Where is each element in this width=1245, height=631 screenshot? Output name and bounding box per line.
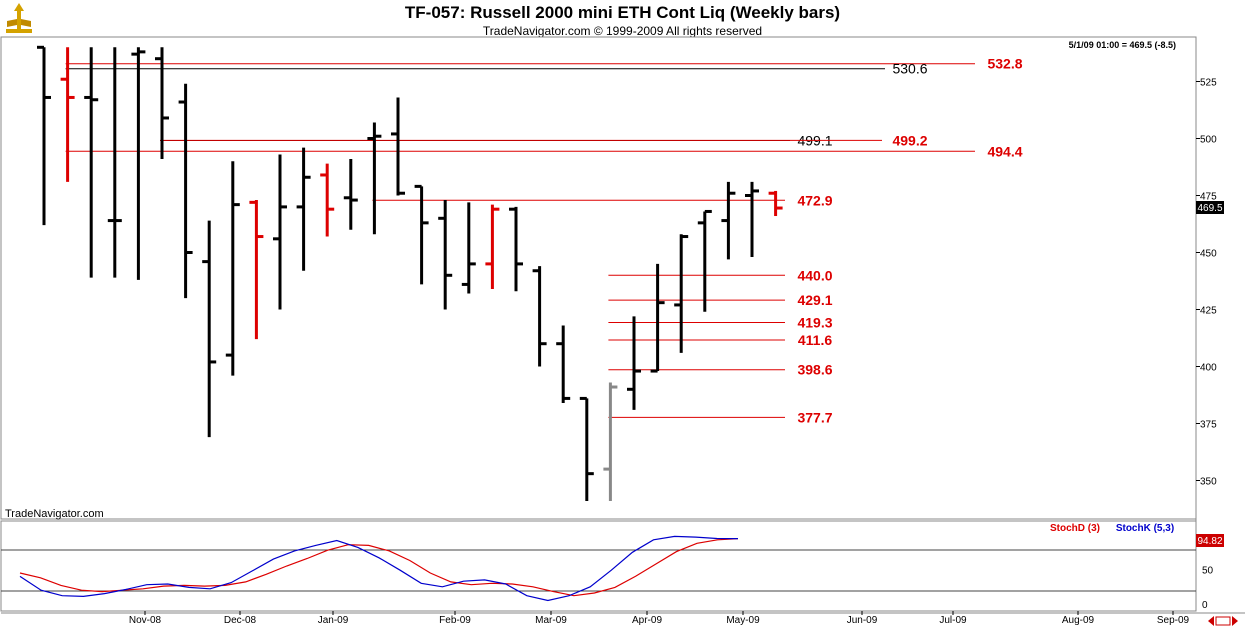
ohlc-bar (202, 220, 217, 438)
price-tick-label: 400 (1200, 363, 1217, 374)
ohlc-bar (249, 200, 264, 340)
frames (0, 36, 1245, 614)
level-label: 494.4 (987, 143, 1022, 159)
ohlc-bar (155, 47, 169, 160)
legend-stochk: StochK (5,3) (1116, 523, 1174, 534)
stochastic-lines (19, 535, 739, 602)
level-label: 377.7 (797, 409, 832, 425)
stoch-series-line (19, 538, 739, 597)
last-stoch-tag: 94.82 (1196, 534, 1224, 547)
quote-readout: 5/1/09 01:00 = 469.5 (-8.5) (1069, 40, 1176, 50)
ohlc-bar (674, 234, 689, 353)
ohlc-bar (37, 45, 51, 226)
level-label: 499.2 (892, 132, 927, 148)
price-tick-label: 450 (1200, 249, 1217, 260)
level-label: 429.1 (797, 292, 832, 308)
level-label: 530.6 (892, 61, 927, 77)
ohlc-bar (107, 47, 122, 278)
ohlc-bar (343, 159, 358, 230)
ohlc-bar (485, 204, 500, 289)
date-tick-label: Dec-08 (224, 615, 257, 626)
ohlc-bar (438, 200, 453, 310)
ohlc-bar (461, 202, 476, 294)
chart-subtitle: TradeNavigator.com © 1999-2009 All right… (482, 24, 763, 38)
watermark: TradeNavigator.com (5, 508, 104, 520)
price-tick-label: 375 (1200, 420, 1217, 431)
trade-navigator-logo-icon (6, 3, 32, 33)
ohlc-bar (627, 316, 641, 410)
last-price-tag: 469.5 (1196, 201, 1224, 214)
date-tick-label: Feb-09 (439, 615, 471, 626)
stoch-tick-label: 50 (1202, 566, 1214, 577)
ohlc-bar (509, 206, 523, 292)
price-axis: 350 375 400 425 450 475 500 525 (1196, 78, 1217, 488)
ohlc-bar (131, 47, 146, 280)
level-label: 398.6 (797, 362, 832, 378)
ohlc-bar (532, 266, 547, 367)
ohlc-bar (579, 396, 594, 502)
ohlc-bar (60, 47, 75, 182)
ohlc-bar (768, 190, 783, 217)
ohlc-bar (745, 181, 759, 258)
date-tick-label: Jun-09 (847, 615, 878, 626)
date-tick-label: Nov-08 (129, 615, 162, 626)
ohlc-bar (84, 47, 99, 278)
price-tick-label: 525 (1200, 78, 1217, 89)
scroll-right-icon[interactable] (1232, 616, 1238, 626)
price-tick-label: 500 (1200, 135, 1217, 146)
price-tick-label: 425 (1200, 306, 1217, 317)
ohlc-bar (320, 163, 335, 237)
price-tick-label: 350 (1200, 477, 1217, 488)
level-label: 411.6 (798, 332, 832, 348)
ohlc-bars (37, 45, 783, 502)
scroll-left-icon[interactable] (1208, 616, 1214, 626)
stoch-tick-label: 0 (1202, 600, 1208, 611)
legend-stochd: StochD (3) (1050, 523, 1100, 534)
date-tick-label: Mar-09 (535, 615, 567, 626)
ohlc-bar (603, 382, 618, 502)
date-tick-label: Aug-09 (1062, 615, 1095, 626)
ohlc-bar (296, 147, 311, 271)
ohlc-bar (650, 263, 665, 373)
price-tick-label: 475 (1200, 192, 1217, 203)
ohlc-bar (273, 154, 287, 310)
last-stoch-label: 94.82 (1197, 536, 1222, 547)
ohlc-bar (367, 122, 382, 235)
chart-title: TF-057: Russell 2000 mini ETH Cont Liq (… (404, 3, 841, 22)
level-label: 472.9 (797, 192, 832, 208)
ohlc-bar (556, 325, 571, 403)
level-label: 532.8 (987, 56, 1022, 72)
stoch-series-line (19, 535, 739, 602)
date-tick-label: Jul-09 (939, 615, 967, 626)
date-tick-label: Jan-09 (318, 615, 349, 626)
date-tick-label: Apr-09 (632, 615, 662, 626)
ohlc-bar (178, 83, 193, 299)
ohlc-bar (721, 181, 736, 260)
date-tick-label: Sep-09 (1157, 615, 1190, 626)
ohlc-bar (225, 161, 240, 376)
level-label: 419.3 (797, 314, 832, 330)
scroll-arrows[interactable] (1208, 616, 1238, 626)
ohlc-bar (414, 184, 429, 285)
last-price-label: 469.5 (1197, 203, 1222, 214)
ohlc-bar (391, 97, 405, 196)
level-label: 440.0 (797, 267, 832, 283)
ohlc-bar (697, 209, 712, 312)
date-tick-label: May-09 (726, 615, 760, 626)
date-axis: Nov-08 Dec-08 Jan-09 Feb-09 Mar-09 Apr-09 May-… (129, 611, 1190, 626)
stoch-axis: 0 50 (1202, 566, 1214, 612)
